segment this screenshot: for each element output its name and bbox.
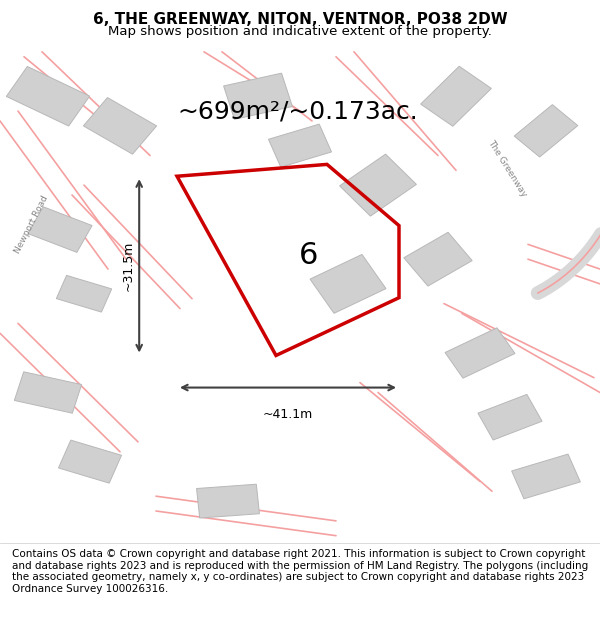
- Polygon shape: [512, 454, 580, 499]
- Polygon shape: [28, 207, 92, 252]
- Text: Newport Road: Newport Road: [13, 194, 50, 255]
- Polygon shape: [58, 440, 122, 483]
- Text: The Greenway: The Greenway: [486, 138, 528, 198]
- Text: Map shows position and indicative extent of the property.: Map shows position and indicative extent…: [108, 24, 492, 38]
- Polygon shape: [514, 104, 578, 157]
- Text: ~699m²/~0.173ac.: ~699m²/~0.173ac.: [177, 99, 418, 123]
- Text: ~31.5m: ~31.5m: [122, 241, 135, 291]
- Polygon shape: [197, 484, 259, 518]
- Polygon shape: [445, 328, 515, 378]
- Polygon shape: [340, 154, 416, 216]
- Polygon shape: [310, 254, 386, 313]
- Text: Contains OS data © Crown copyright and database right 2021. This information is : Contains OS data © Crown copyright and d…: [12, 549, 588, 594]
- Polygon shape: [404, 232, 472, 286]
- Text: 6: 6: [299, 241, 319, 270]
- Polygon shape: [14, 372, 82, 413]
- Text: ~41.1m: ~41.1m: [263, 408, 313, 421]
- Polygon shape: [7, 66, 89, 126]
- Polygon shape: [421, 66, 491, 126]
- Polygon shape: [268, 124, 332, 167]
- Polygon shape: [224, 73, 292, 119]
- Polygon shape: [83, 98, 157, 154]
- Polygon shape: [478, 394, 542, 440]
- Polygon shape: [56, 276, 112, 312]
- Text: 6, THE GREENWAY, NITON, VENTNOR, PO38 2DW: 6, THE GREENWAY, NITON, VENTNOR, PO38 2D…: [92, 12, 508, 27]
